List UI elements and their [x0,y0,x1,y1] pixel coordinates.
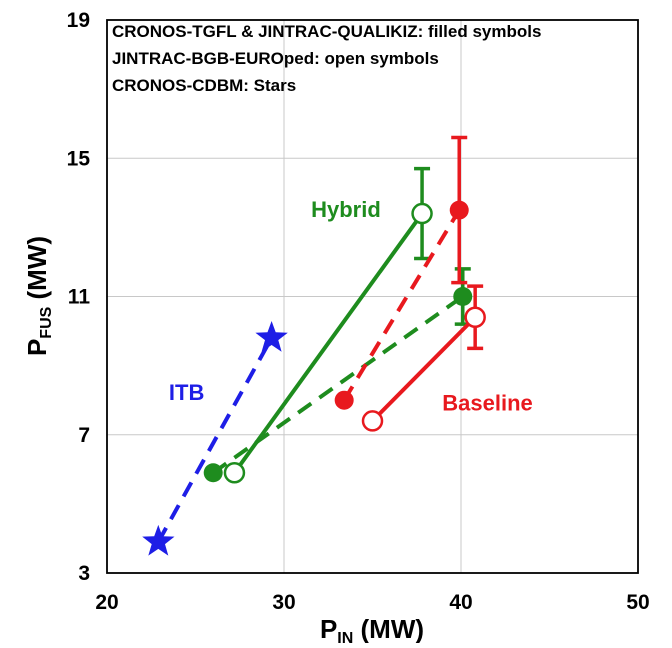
y-tick-label: 7 [78,424,90,447]
legend-note: CRONOS-CDBM: Stars [112,76,296,95]
filled-marker [453,287,473,306]
series [142,135,486,556]
y-axis-label: PFUS (MW) [22,236,55,356]
x-axis-label: PIN (MW) [320,614,424,643]
tick-labels: 20 30 40 50 3 7 11 15 19 [67,9,650,614]
series-line [156,337,274,543]
x-tick-label: 20 [95,591,118,614]
series-baseline-open [361,284,486,432]
x-tick-label: 50 [626,591,649,614]
legend-note: CRONOS-TGFL & JINTRAC-QUALIKIZ: filled s… [112,22,541,41]
filled-marker [334,390,354,410]
star-marker [255,321,288,352]
open-marker [223,462,246,484]
y-tick-label: 19 [67,9,90,32]
series-line [342,209,461,402]
legend-notes: CRONOS-TGFL & JINTRAC-QUALIKIZ: filled s… [112,22,541,95]
star-marker [142,524,175,556]
series-labels: Hybrid Baseline ITB [169,197,533,416]
series-label-itb: ITB [169,380,204,405]
plot-frame [106,19,639,574]
y-tick-label: 15 [67,147,91,170]
series-itb-stars [142,321,288,556]
x-tick-label: 30 [272,591,295,614]
series-label-hybrid: Hybrid [311,197,381,222]
x-tick-label: 40 [449,591,472,614]
series-label-baseline: Baseline [442,391,533,416]
series-hybrid-open [223,166,433,484]
open-marker [411,202,433,225]
y-tick-label: 11 [68,286,91,309]
legend-note: JINTRAC-BGB-EUROped: open symbols [112,49,439,68]
y-tick-label: 3 [78,562,90,585]
series-line [371,315,477,423]
series-baseline-filled [334,135,469,410]
series-line [232,212,424,474]
open-marker [361,410,384,432]
filled-marker [449,200,469,220]
series-hybrid-filled [203,267,473,483]
open-marker [464,306,486,328]
filled-marker [203,463,223,483]
